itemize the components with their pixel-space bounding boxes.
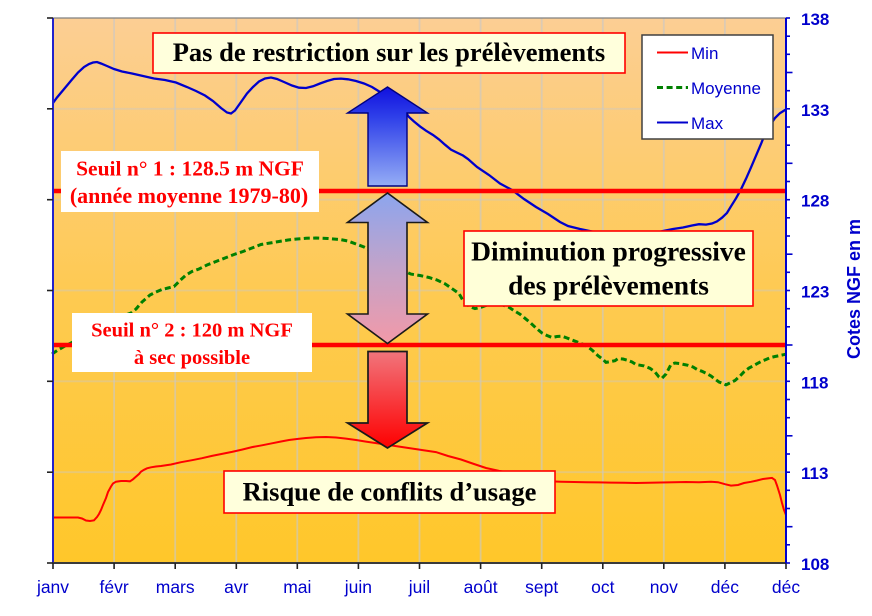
svg-text:août: août — [464, 577, 498, 597]
svg-text:avr: avr — [224, 577, 248, 597]
svg-text:à sec possible: à sec possible — [134, 347, 250, 369]
svg-text:déc: déc — [711, 577, 739, 597]
svg-text:Moyenne: Moyenne — [691, 79, 761, 98]
svg-text:janv: janv — [36, 577, 69, 597]
svg-text:sept: sept — [525, 577, 558, 597]
svg-text:118: 118 — [801, 373, 828, 392]
svg-text:(année moyenne 1979-80): (année moyenne 1979-80) — [70, 183, 308, 208]
svg-text:Cotes NGF en m: Cotes NGF en m — [844, 219, 864, 359]
svg-text:déc: déc — [772, 577, 800, 597]
svg-text:128: 128 — [801, 192, 829, 211]
svg-text:113: 113 — [801, 464, 828, 483]
svg-text:Diminution progressive: Diminution progressive — [471, 236, 746, 267]
svg-text:mai: mai — [283, 577, 311, 597]
svg-text:Seuil n° 2 : 120 m NGF: Seuil n° 2 : 120 m NGF — [91, 320, 293, 342]
svg-text:des prélèvements: des prélèvements — [508, 270, 709, 301]
svg-text:133: 133 — [801, 101, 829, 120]
svg-text:138: 138 — [801, 10, 829, 29]
svg-text:Pas de restriction sur les pré: Pas de restriction sur les prélèvements — [173, 37, 606, 67]
svg-text:juin: juin — [344, 577, 372, 597]
svg-text:mars: mars — [156, 577, 195, 597]
svg-text:juil: juil — [408, 577, 430, 597]
svg-text:Max: Max — [691, 114, 724, 133]
svg-text:oct: oct — [591, 577, 614, 597]
svg-text:Risque de conflits d’usage: Risque de conflits d’usage — [243, 477, 537, 507]
svg-text:108: 108 — [801, 555, 829, 574]
svg-text:Seuil n° 1 : 128.5 m NGF: Seuil n° 1 : 128.5 m NGF — [76, 157, 304, 181]
svg-text:nov: nov — [650, 577, 678, 597]
svg-text:févr: févr — [100, 577, 129, 597]
svg-text:123: 123 — [801, 283, 829, 302]
svg-text:Min: Min — [691, 44, 718, 63]
